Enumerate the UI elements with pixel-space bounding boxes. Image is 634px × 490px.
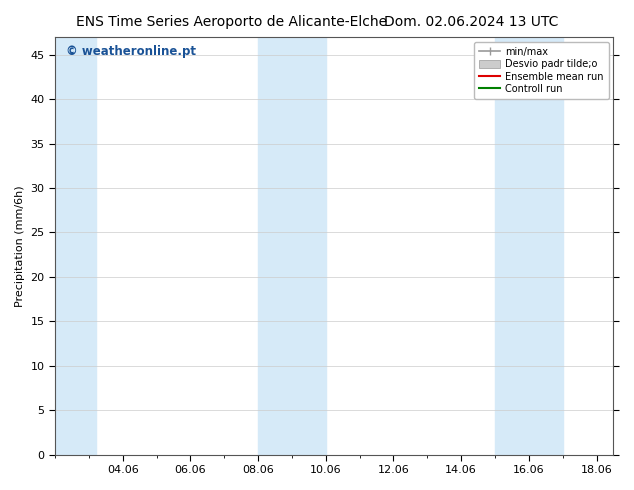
Bar bbox=[55, 37, 96, 455]
Y-axis label: Precipitation (mm/6h): Precipitation (mm/6h) bbox=[15, 185, 25, 307]
Legend: min/max, Desvio padr tilde;o, Ensemble mean run, Controll run: min/max, Desvio padr tilde;o, Ensemble m… bbox=[474, 42, 609, 99]
Bar bbox=[258, 37, 326, 455]
Bar bbox=[495, 37, 563, 455]
Text: Dom. 02.06.2024 13 UTC: Dom. 02.06.2024 13 UTC bbox=[384, 15, 558, 29]
Text: ENS Time Series Aeroporto de Alicante-Elche: ENS Time Series Aeroporto de Alicante-El… bbox=[76, 15, 387, 29]
Text: © weatheronline.pt: © weatheronline.pt bbox=[67, 46, 197, 58]
